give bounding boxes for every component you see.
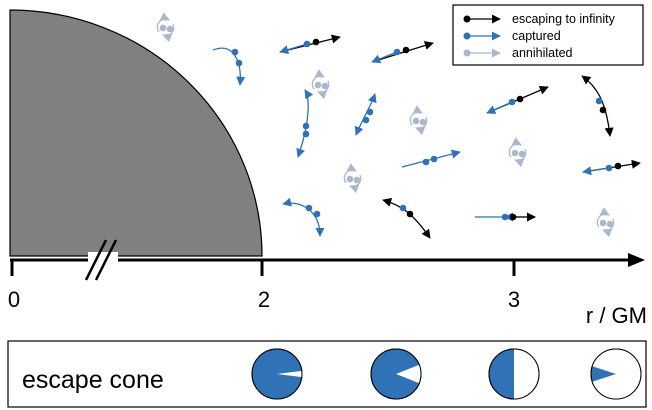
- particle-pair-annihilated: [508, 137, 527, 168]
- legend-label-annihilated: annihilated: [512, 46, 573, 60]
- escape-cone-box: [7, 340, 647, 408]
- particle-pair-annihilated: [409, 105, 428, 136]
- legend: escaping to infinity captured annihilate…: [452, 4, 644, 66]
- particle-pair-captured: [282, 197, 325, 237]
- particle-pair-escaping: [582, 159, 641, 176]
- escape-cone-pie: [488, 348, 540, 400]
- particle-pair-escaping: [486, 86, 549, 114]
- escape-cone-pie: [370, 348, 422, 400]
- tick-label-0: 0: [8, 287, 20, 312]
- particle-pair-annihilated: [156, 12, 175, 43]
- escape-cone-label: escape cone: [22, 366, 164, 394]
- tick-label-2: 2: [258, 287, 270, 312]
- particle-pair-captured: [212, 47, 246, 86]
- escape-cone-panel: escape cone: [7, 340, 647, 408]
- escape-cone-pies: [251, 348, 642, 400]
- particle-pair-annihilated: [596, 207, 615, 238]
- particle-pair-escaping: [581, 75, 614, 137]
- escape-cone-pie: [251, 348, 303, 400]
- axis-break-marker: [84, 239, 118, 281]
- particle-pair-escaping: [371, 41, 434, 64]
- particle-pair-captured: [354, 93, 377, 136]
- particle-pair-captured: [401, 149, 461, 168]
- horizon-region: [9, 9, 263, 257]
- escape-cone-pie: [590, 348, 642, 400]
- particle-pairs: [156, 12, 641, 239]
- particle-pair-captured: [296, 89, 314, 158]
- particle-pair-annihilated: [311, 69, 330, 100]
- particle-pair-escaping: [504, 212, 536, 222]
- legend-label-escaping: escaping to infinity: [512, 12, 616, 26]
- particle-pair-escaping: [279, 34, 341, 55]
- radial-axis: 0 2 3 r / GM: [8, 239, 647, 328]
- legend-box: [452, 4, 644, 66]
- axis-label: r / GM: [586, 303, 647, 328]
- legend-label-captured: captured: [512, 29, 561, 43]
- legend-item-annihilated: annihilated: [463, 46, 573, 60]
- legend-item-captured: captured: [463, 29, 561, 43]
- particle-pair-annihilated: [343, 163, 362, 194]
- axis-arrowhead: [628, 253, 645, 267]
- legend-item-escaping: escaping to infinity: [463, 12, 616, 26]
- tick-label-3: 3: [508, 287, 520, 312]
- particle-pair-escaping: [382, 197, 431, 239]
